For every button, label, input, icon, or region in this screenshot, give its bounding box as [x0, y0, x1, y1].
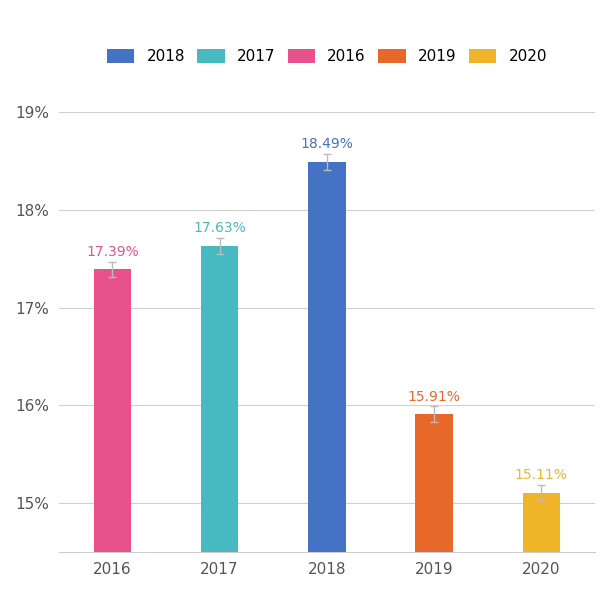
Bar	[415, 414, 453, 552]
Bar	[201, 246, 239, 552]
Text: 18.49%: 18.49%	[300, 137, 353, 151]
Text: 15.91%: 15.91%	[407, 390, 461, 404]
Text: 15.11%: 15.11%	[515, 468, 568, 482]
Legend: 2018, 2017, 2016, 2019, 2020: 2018, 2017, 2016, 2019, 2020	[101, 43, 553, 70]
Bar	[308, 162, 346, 552]
Bar	[93, 269, 131, 552]
Text: 17.63%: 17.63%	[193, 221, 246, 235]
Text: 17.39%: 17.39%	[86, 244, 138, 259]
Bar	[523, 493, 560, 552]
